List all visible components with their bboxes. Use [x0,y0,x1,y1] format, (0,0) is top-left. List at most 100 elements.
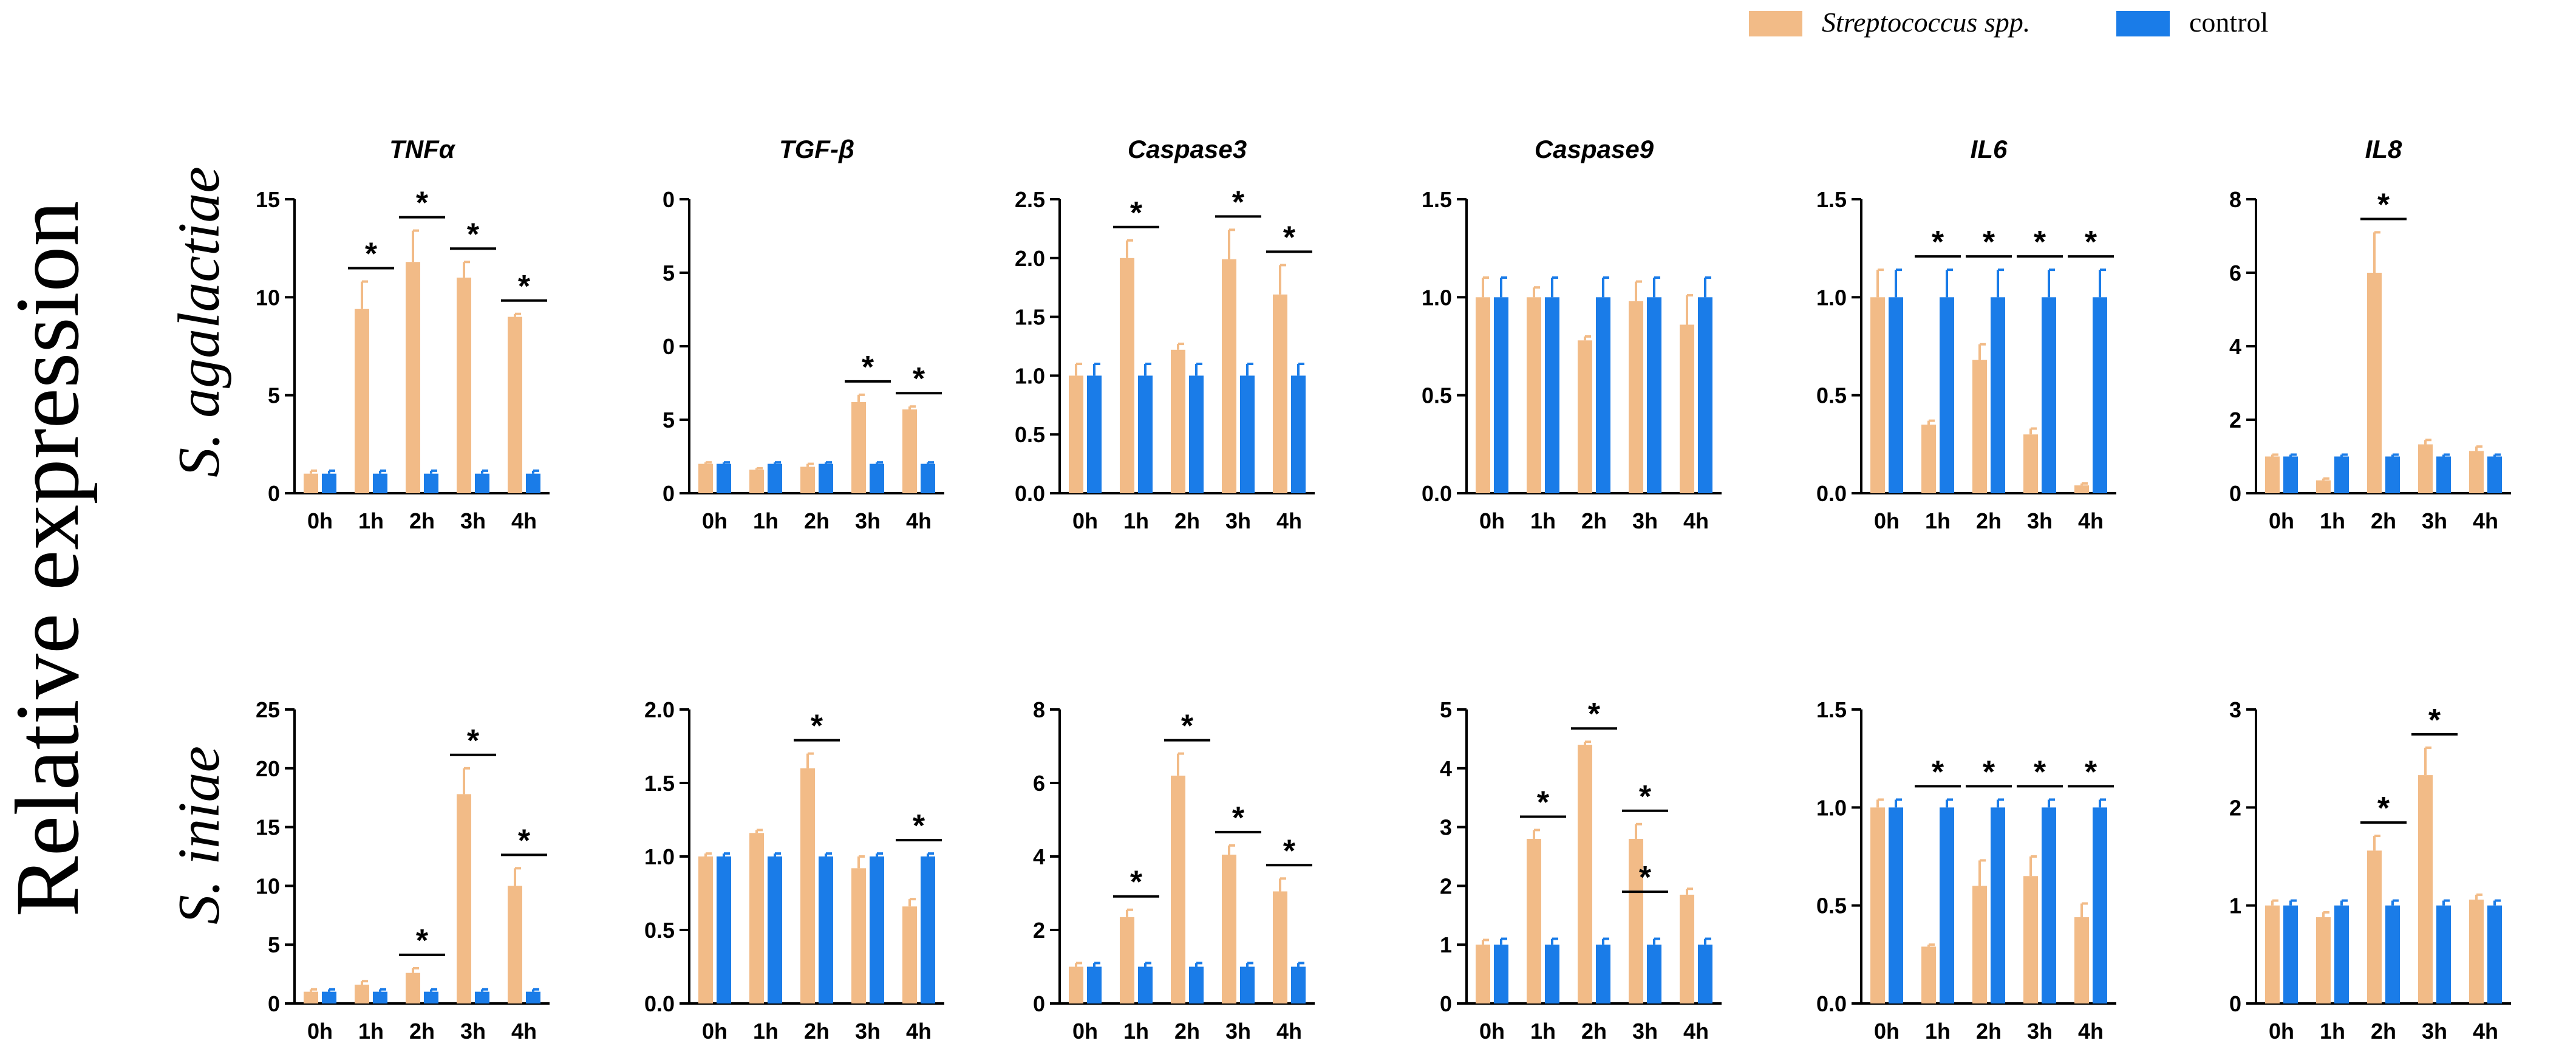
panel-r0c1-xtick-label: 2h [804,508,830,533]
panel-r0c4-bar-streptococcus-spp-2h [1972,360,1987,493]
panel-r1c0-ytick-label: 20 [256,756,280,781]
panel-r0c2-xtick-label: 0h [1072,508,1098,533]
panel-r0c3-xtick-label: 0h [1479,508,1505,533]
panel-r1c3-bar-streptococcus-spp-1h [1527,838,1541,1003]
panel-r0c5-bar-streptococcus-spp-4h [2469,451,2484,493]
panel-r1c1-xtick-label: 0h [702,1019,727,1044]
panel-r1c2-xtick-label: 1h [1123,1019,1149,1044]
panel-r1c0-xtick-label: 2h [409,1019,435,1044]
panel-r0c3-bar-streptococcus-spp-3h [1629,301,1643,493]
panel-r1c0: 0 5 10 15 20 25 0h 1h 2h 3h 4h * * * [256,697,550,1044]
panel-r0c5-bar-streptococcus-spp-3h [2418,444,2433,493]
panel-r1c0-ytick-label: 10 [256,873,280,898]
panel-r1c5-bar-streptococcus-spp-0h [2265,905,2280,1003]
panel-r1c3-ytick-label: 0 [1440,991,1452,1016]
panel-r0c2-bar-control-1h [1138,375,1153,493]
panel-r1c5-xtick-label: 4h [2473,1019,2498,1044]
panel-r0c1-bar-streptococcus-spp-4h [902,409,917,493]
panel-r0c3-bar-control-3h [1647,297,1661,493]
panel-r1c1-bar-control-1h [768,856,782,1003]
panel-r1c2-bar-control-0h [1087,966,1102,1003]
panel-r0c5-ytick-label: 0 [2229,481,2241,506]
panel-r0c1-title: TGF-β [779,135,854,163]
panel-r0c4-ytick-label: 1.5 [1816,187,1847,212]
panel-r1c4-xtick-label: 4h [2078,1019,2104,1044]
panel-r0c2-xtick-label: 3h [1225,508,1251,533]
panel-r1c3-sig-star: * [1639,779,1652,815]
panel-r0c1-ytick-label: 0 [663,481,675,506]
panel-r1c1-ytick-label: 0.0 [644,991,675,1016]
panel-r1c4-ytick-label: 1.0 [1816,795,1847,820]
panel-r1c0-bar-control-3h [475,991,489,1003]
panel-r0c1-bar-control-0h [717,463,731,493]
panel-r1c5-ytick-label: 2 [2229,795,2241,820]
panel-r0c2-sig-star: * [1232,185,1245,220]
panel-r0c5-bar-control-3h [2436,456,2451,493]
panel-r0c5-xtick-label: 4h [2473,508,2498,533]
panel-r0c4-bar-control-2h [1991,297,2005,493]
panel-r0c1-xtick-label: 3h [855,508,881,533]
panel-r0c2-sig-star: * [1283,220,1296,255]
panel-r1c5-bar-streptococcus-spp-1h [2316,917,2331,1003]
panel-r1c4-ytick-label: 1.5 [1816,697,1847,722]
panel-r0c2-bar-control-2h [1189,375,1204,493]
panel-r0c4-xtick-label: 3h [2027,508,2053,533]
panel-r0c5-ytick-label: 8 [2229,187,2241,212]
panel-r1c3-xtick-label: 3h [1632,1019,1658,1044]
panel-r1c1-ytick-label: 2.0 [644,697,675,722]
panel-r0c2: Caspase3 0.0 0.5 1.0 1.5 2.0 2.5 0h 1h 2h 3h 4h * * * [1015,135,1315,533]
panel-r1c5: 0 1 2 3 0h 1h 2h 3h 4h * * [2229,697,2511,1044]
panel-r0c2-sig-star: * [1130,196,1143,231]
panel-r0c3-title: Caspase9 [1535,135,1654,163]
panel-r1c1-xtick-label: 2h [804,1019,830,1044]
panel-r0c5-ytick-label: 4 [2229,334,2241,359]
panel-r0c4: IL6 0.0 0.5 1.0 1.5 0h 1h 2h 3h 4h * * * * [1816,135,2116,533]
panel-r1c2: 0 2 4 6 8 0h 1h 2h 3h 4h * * * * [1033,697,1315,1044]
panel-r0c4-ytick-label: 0.5 [1816,383,1847,408]
panel-r1c2-xtick-label: 3h [1225,1019,1251,1044]
panel-r1c2-bar-streptococcus-spp-3h [1222,854,1236,1003]
panel-r0c0-xtick-label: 1h [358,508,384,533]
panel-r0c5-bar-control-0h [2283,456,2298,493]
panel-r1c2-xtick-label: 2h [1174,1019,1200,1044]
panel-r1c5-xtick-label: 2h [2371,1019,2396,1044]
panel-r1c0-bar-control-1h [373,991,387,1003]
panel-r0c0: TNFα 0 5 10 15 0h 1h 2h 3h 4h * * * * [256,135,550,533]
panel-r1c3-bar-control-3h [1647,945,1661,1003]
panel-r1c5-bar-control-1h [2334,905,2349,1003]
panel-r0c4-bar-control-4h [2093,297,2107,493]
panel-r1c3-bar-streptococcus-spp-2h [1578,745,1592,1003]
panel-r1c3-ytick-label: 1 [1440,932,1452,957]
panel-r1c3-bar-streptococcus-spp-0h [1476,945,1490,1003]
panel-r1c3-bar-streptococcus-spp-3h [1629,838,1643,1003]
panel-r0c0-bar-control-2h [424,473,438,493]
panel-r1c0-bar-streptococcus-spp-4h [508,886,522,1003]
panel-r1c5-ytick-label: 0 [2229,991,2241,1016]
panel-r0c3-bar-control-4h [1698,297,1712,493]
panel-r0c1-xtick-label: 1h [753,508,779,533]
panel-r1c4-bar-streptococcus-spp-0h [1870,807,1885,1003]
panel-r0c0-title: TNFα [389,135,456,163]
panel-r0c1-ytick-label: 0 [663,187,675,212]
panel-r1c3-xtick-label: 1h [1530,1019,1556,1044]
panel-r0c5-bar-streptococcus-spp-0h [2265,456,2280,493]
panel-r1c4-sig-star: * [1932,754,1944,790]
panel-r1c0-bar-streptococcus-spp-1h [355,985,369,1003]
panel-r0c1: TGF-β 0 5 0 5 0 0h 1h 2h 3h 4h * * [663,135,944,533]
panel-r1c2-ytick-label: 4 [1033,844,1045,869]
panel-r1c1-ytick-label: 1.5 [644,771,675,796]
panel-r1c4-bar-streptococcus-spp-4h [2074,917,2089,1003]
panel-r0c1-sig-star: * [913,361,925,397]
panel-r1c5-bar-streptococcus-spp-2h [2367,850,2382,1003]
panel-r0c3-ytick-label: 1.5 [1422,187,1452,212]
panel-r0c3-ytick-label: 0.0 [1422,481,1452,506]
panel-r0c0-bar-streptococcus-spp-2h [406,262,420,493]
panel-r1c4-ytick-label: 0.0 [1816,991,1847,1016]
panel-r0c1-bar-streptococcus-spp-1h [749,470,764,493]
panel-r0c4-xtick-label: 1h [1925,508,1951,533]
panel-r0c0-ytick-label: 10 [256,285,280,310]
panel-r1c2-xtick-label: 4h [1276,1019,1302,1044]
panel-r1c2-sig-star: * [1181,709,1194,744]
